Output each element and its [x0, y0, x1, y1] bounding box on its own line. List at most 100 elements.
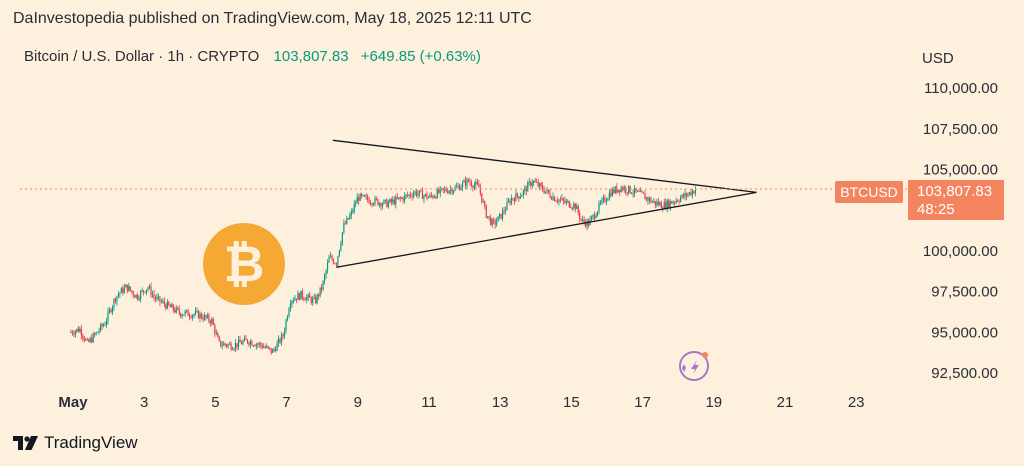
y-tick-label: 97,500.00: [931, 284, 998, 301]
candle-body: [544, 191, 547, 194]
candle-body: [79, 328, 81, 332]
candle-body: [475, 182, 477, 185]
candle-body: [291, 301, 293, 304]
candle-body: [537, 182, 539, 187]
tradingview-brand: TradingView: [13, 432, 138, 454]
candle-body: [626, 192, 628, 194]
candle-body: [114, 298, 117, 302]
candle-body: [168, 301, 170, 306]
candle-body: [319, 287, 321, 297]
candle-body: [279, 338, 281, 343]
candle-body: [623, 187, 625, 191]
candle-body: [398, 197, 400, 199]
candle-body: [174, 310, 176, 313]
candle-body: [427, 197, 430, 199]
candle-body: [89, 338, 91, 342]
candle-body: [668, 200, 670, 208]
candle-body: [390, 199, 392, 202]
candle-body: [421, 190, 424, 199]
candle-body: [579, 213, 581, 219]
triangle-pattern: [332, 139, 757, 268]
candle-body: [341, 232, 343, 244]
x-tick-label: 17: [634, 394, 651, 411]
candle-body: [318, 294, 320, 297]
price-tag: [908, 180, 1004, 220]
candle-body: [404, 195, 406, 201]
candle-body: [687, 194, 689, 197]
candle-body: [622, 187, 624, 191]
candle-body: [286, 316, 289, 320]
candle-body: [270, 348, 272, 353]
candle-body: [196, 310, 198, 312]
candle-body: [227, 344, 229, 347]
candle-body: [470, 182, 473, 186]
candle-body: [482, 201, 484, 203]
candle-body: [292, 300, 295, 302]
candle-body: [297, 293, 299, 300]
candle-body: [233, 348, 235, 350]
candle-body: [85, 339, 87, 341]
candle-body: [323, 275, 326, 282]
candle-body: [617, 189, 619, 193]
candle-body: [534, 181, 536, 183]
candle-body: [258, 343, 260, 345]
candle-body: [485, 205, 487, 218]
candle-body: [693, 191, 695, 194]
candle-body: [178, 308, 180, 314]
candle-body: [157, 296, 160, 298]
candle-body: [153, 294, 155, 298]
candle-body: [163, 301, 165, 305]
tradingview-logo-icon: [13, 436, 38, 450]
candle-body: [540, 183, 542, 186]
candle-body: [656, 201, 658, 205]
candle-body: [602, 197, 605, 200]
candle-body: [371, 203, 373, 205]
price-tag-countdown: 48:25: [917, 201, 955, 218]
candle-body: [177, 307, 179, 309]
candle-body: [384, 199, 386, 201]
candle-body: [193, 314, 195, 316]
candle-body: [380, 203, 382, 207]
candle-body: [316, 294, 318, 303]
candle-body: [599, 202, 602, 204]
candle-body: [144, 291, 146, 293]
candle-body: [226, 344, 228, 347]
candle-body: [378, 203, 381, 205]
candle-body: [653, 200, 655, 202]
candle-body: [295, 298, 297, 300]
candle-body: [533, 181, 535, 183]
candle-body: [484, 201, 486, 206]
candle-body: [574, 203, 576, 210]
candle-body: [315, 297, 317, 303]
candle-body: [74, 331, 76, 335]
candle-body: [556, 200, 559, 202]
candle-body: [494, 220, 496, 225]
candle-body: [555, 200, 557, 202]
candle-body: [208, 315, 210, 321]
candle-body: [128, 286, 130, 292]
candle-body: [424, 193, 427, 196]
candle-body: [113, 298, 115, 307]
sparkle-icon[interactable]: [679, 351, 709, 381]
candle-body: [399, 197, 401, 199]
candle-body: [137, 294, 139, 300]
candle-body: [418, 190, 421, 194]
candle-body: [310, 297, 312, 303]
candle-body: [242, 341, 244, 345]
candle-body: [280, 334, 283, 343]
candle-body: [255, 344, 257, 347]
candle-body: [598, 202, 600, 212]
candle-body: [328, 257, 330, 263]
sparkle-icon-dot: [702, 352, 708, 358]
candle-body: [346, 218, 348, 224]
candle-body: [135, 294, 137, 298]
candle-body: [119, 293, 121, 295]
candle-body: [248, 342, 250, 345]
candle-body: [628, 185, 630, 193]
candle-body: [426, 193, 428, 199]
candle-body: [92, 333, 94, 343]
candle-body: [234, 343, 237, 349]
candle-body: [553, 196, 556, 201]
candle-body: [396, 197, 398, 199]
